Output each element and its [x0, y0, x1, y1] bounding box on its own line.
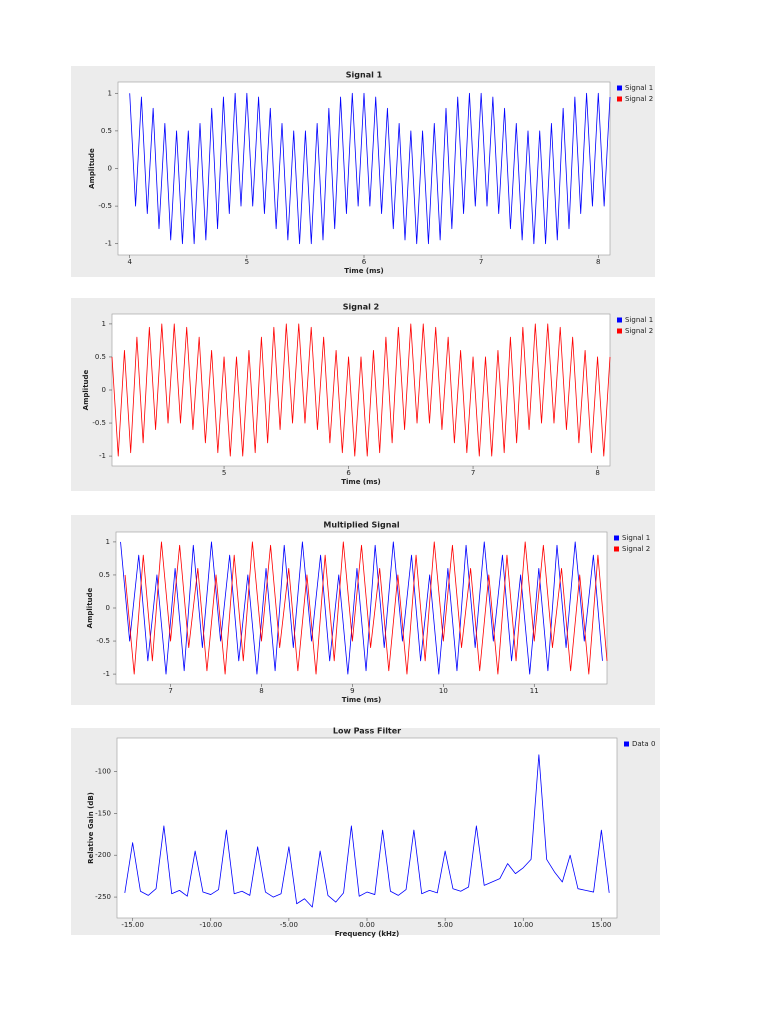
- y-tick-label: -200: [95, 851, 111, 859]
- legend-label: Signal 2: [625, 327, 653, 335]
- x-axis-title: Time (ms): [344, 267, 384, 275]
- y-tick-label: 0: [102, 386, 106, 394]
- x-tick-label: 0.00: [359, 921, 375, 929]
- series-line: [111, 323, 611, 457]
- legend-label: Signal 1: [625, 316, 653, 324]
- y-tick-label: -100: [95, 767, 111, 775]
- y-tick-label: 0: [108, 165, 112, 173]
- y-axis-title: Amplitude: [86, 587, 94, 628]
- plot-area: [115, 531, 608, 685]
- x-tick-label: 11: [530, 687, 539, 695]
- plot-area: [111, 313, 611, 467]
- y-tick-label: -0.5: [98, 202, 112, 210]
- series-line: [129, 92, 611, 245]
- x-tick-label: -10.00: [199, 921, 222, 929]
- y-tick-label: -1: [103, 670, 110, 678]
- y-tick-label: -0.5: [96, 637, 110, 645]
- legend-label: Signal 2: [625, 95, 653, 103]
- y-axis-title: Amplitude: [82, 369, 90, 410]
- series-line: [124, 754, 610, 908]
- x-tick-label: 8: [595, 469, 599, 477]
- legend-label: Data 0: [632, 740, 655, 748]
- chart-title: Low Pass Filter: [333, 727, 401, 736]
- y-tick-label: 0.5: [99, 571, 110, 579]
- x-axis-title: Time (ms): [342, 696, 382, 704]
- y-tick-label: 0: [106, 604, 110, 612]
- y-tick-label: -1: [105, 240, 112, 248]
- x-tick-label: 5: [245, 258, 249, 266]
- x-axis-title: Time (ms): [341, 478, 381, 486]
- y-tick-label: 1: [108, 89, 112, 97]
- y-tick-label: -250: [95, 893, 111, 901]
- x-tick-label: 7: [168, 687, 172, 695]
- x-axis-title: Frequency (kHz): [335, 930, 399, 938]
- x-tick-label: 4: [127, 258, 132, 266]
- chart-title: Signal 1: [346, 71, 383, 80]
- x-tick-label: -5.00: [280, 921, 298, 929]
- legend-swatch: [614, 535, 619, 541]
- y-tick-label: 1: [106, 538, 110, 546]
- y-tick-label: 1: [102, 320, 106, 328]
- x-tick-label: 10.00: [513, 921, 533, 929]
- legend-swatch: [617, 328, 622, 334]
- y-axis-title: Amplitude: [88, 148, 96, 189]
- legend-swatch: [624, 741, 629, 747]
- x-tick-label: 8: [259, 687, 263, 695]
- y-tick-label: -1: [99, 452, 106, 460]
- x-tick-label: 6: [362, 258, 367, 266]
- x-tick-label: -15.00: [121, 921, 144, 929]
- x-tick-label: 5: [222, 469, 226, 477]
- x-tick-label: 7: [471, 469, 475, 477]
- x-tick-label: 5.00: [437, 921, 453, 929]
- series-line: [120, 541, 603, 675]
- x-tick-label: 6: [346, 469, 351, 477]
- legend-swatch: [617, 96, 622, 102]
- legend-label: Signal 1: [622, 534, 650, 542]
- legend-label: Signal 2: [622, 545, 650, 553]
- legend-swatch: [614, 546, 619, 552]
- chart-title: Signal 2: [343, 303, 379, 312]
- x-tick-label: 15.00: [591, 921, 611, 929]
- y-axis-title: Relative Gain (dB): [87, 792, 95, 864]
- legend-swatch: [617, 317, 622, 323]
- legend-label: Signal 1: [625, 84, 653, 92]
- y-tick-label: -150: [95, 809, 111, 817]
- chart-title: Multiplied Signal: [323, 521, 399, 530]
- y-tick-label: -0.5: [92, 419, 106, 427]
- plot-area: [117, 81, 611, 256]
- x-tick-label: 10: [439, 687, 448, 695]
- legend-swatch: [617, 85, 622, 91]
- x-tick-label: 7: [479, 258, 483, 266]
- y-tick-label: 0.5: [101, 127, 112, 135]
- x-tick-label: 8: [596, 258, 600, 266]
- y-tick-label: 0.5: [95, 353, 106, 361]
- series-line: [124, 541, 608, 675]
- x-tick-label: 9: [350, 687, 354, 695]
- plot-area: [116, 737, 618, 919]
